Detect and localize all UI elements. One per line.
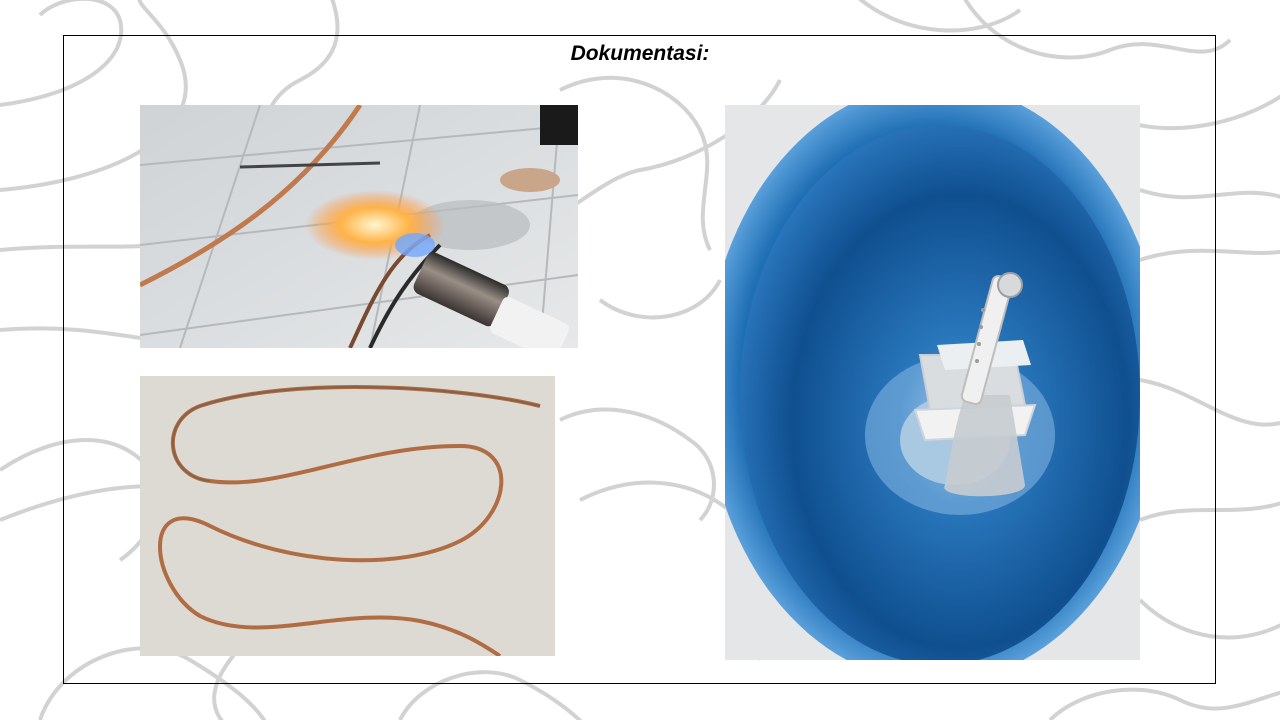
slide-title: Dokumentasi:: [0, 42, 1280, 66]
blue-barrel-photo: [725, 105, 1140, 660]
photo-copper-wire-coil: [140, 376, 555, 656]
photo-copper-tube-heating: [140, 105, 578, 348]
photo-blue-barrel-interior: [725, 105, 1140, 660]
torch-flame-photo: [140, 105, 578, 348]
copper-wire-photo: [140, 376, 555, 656]
